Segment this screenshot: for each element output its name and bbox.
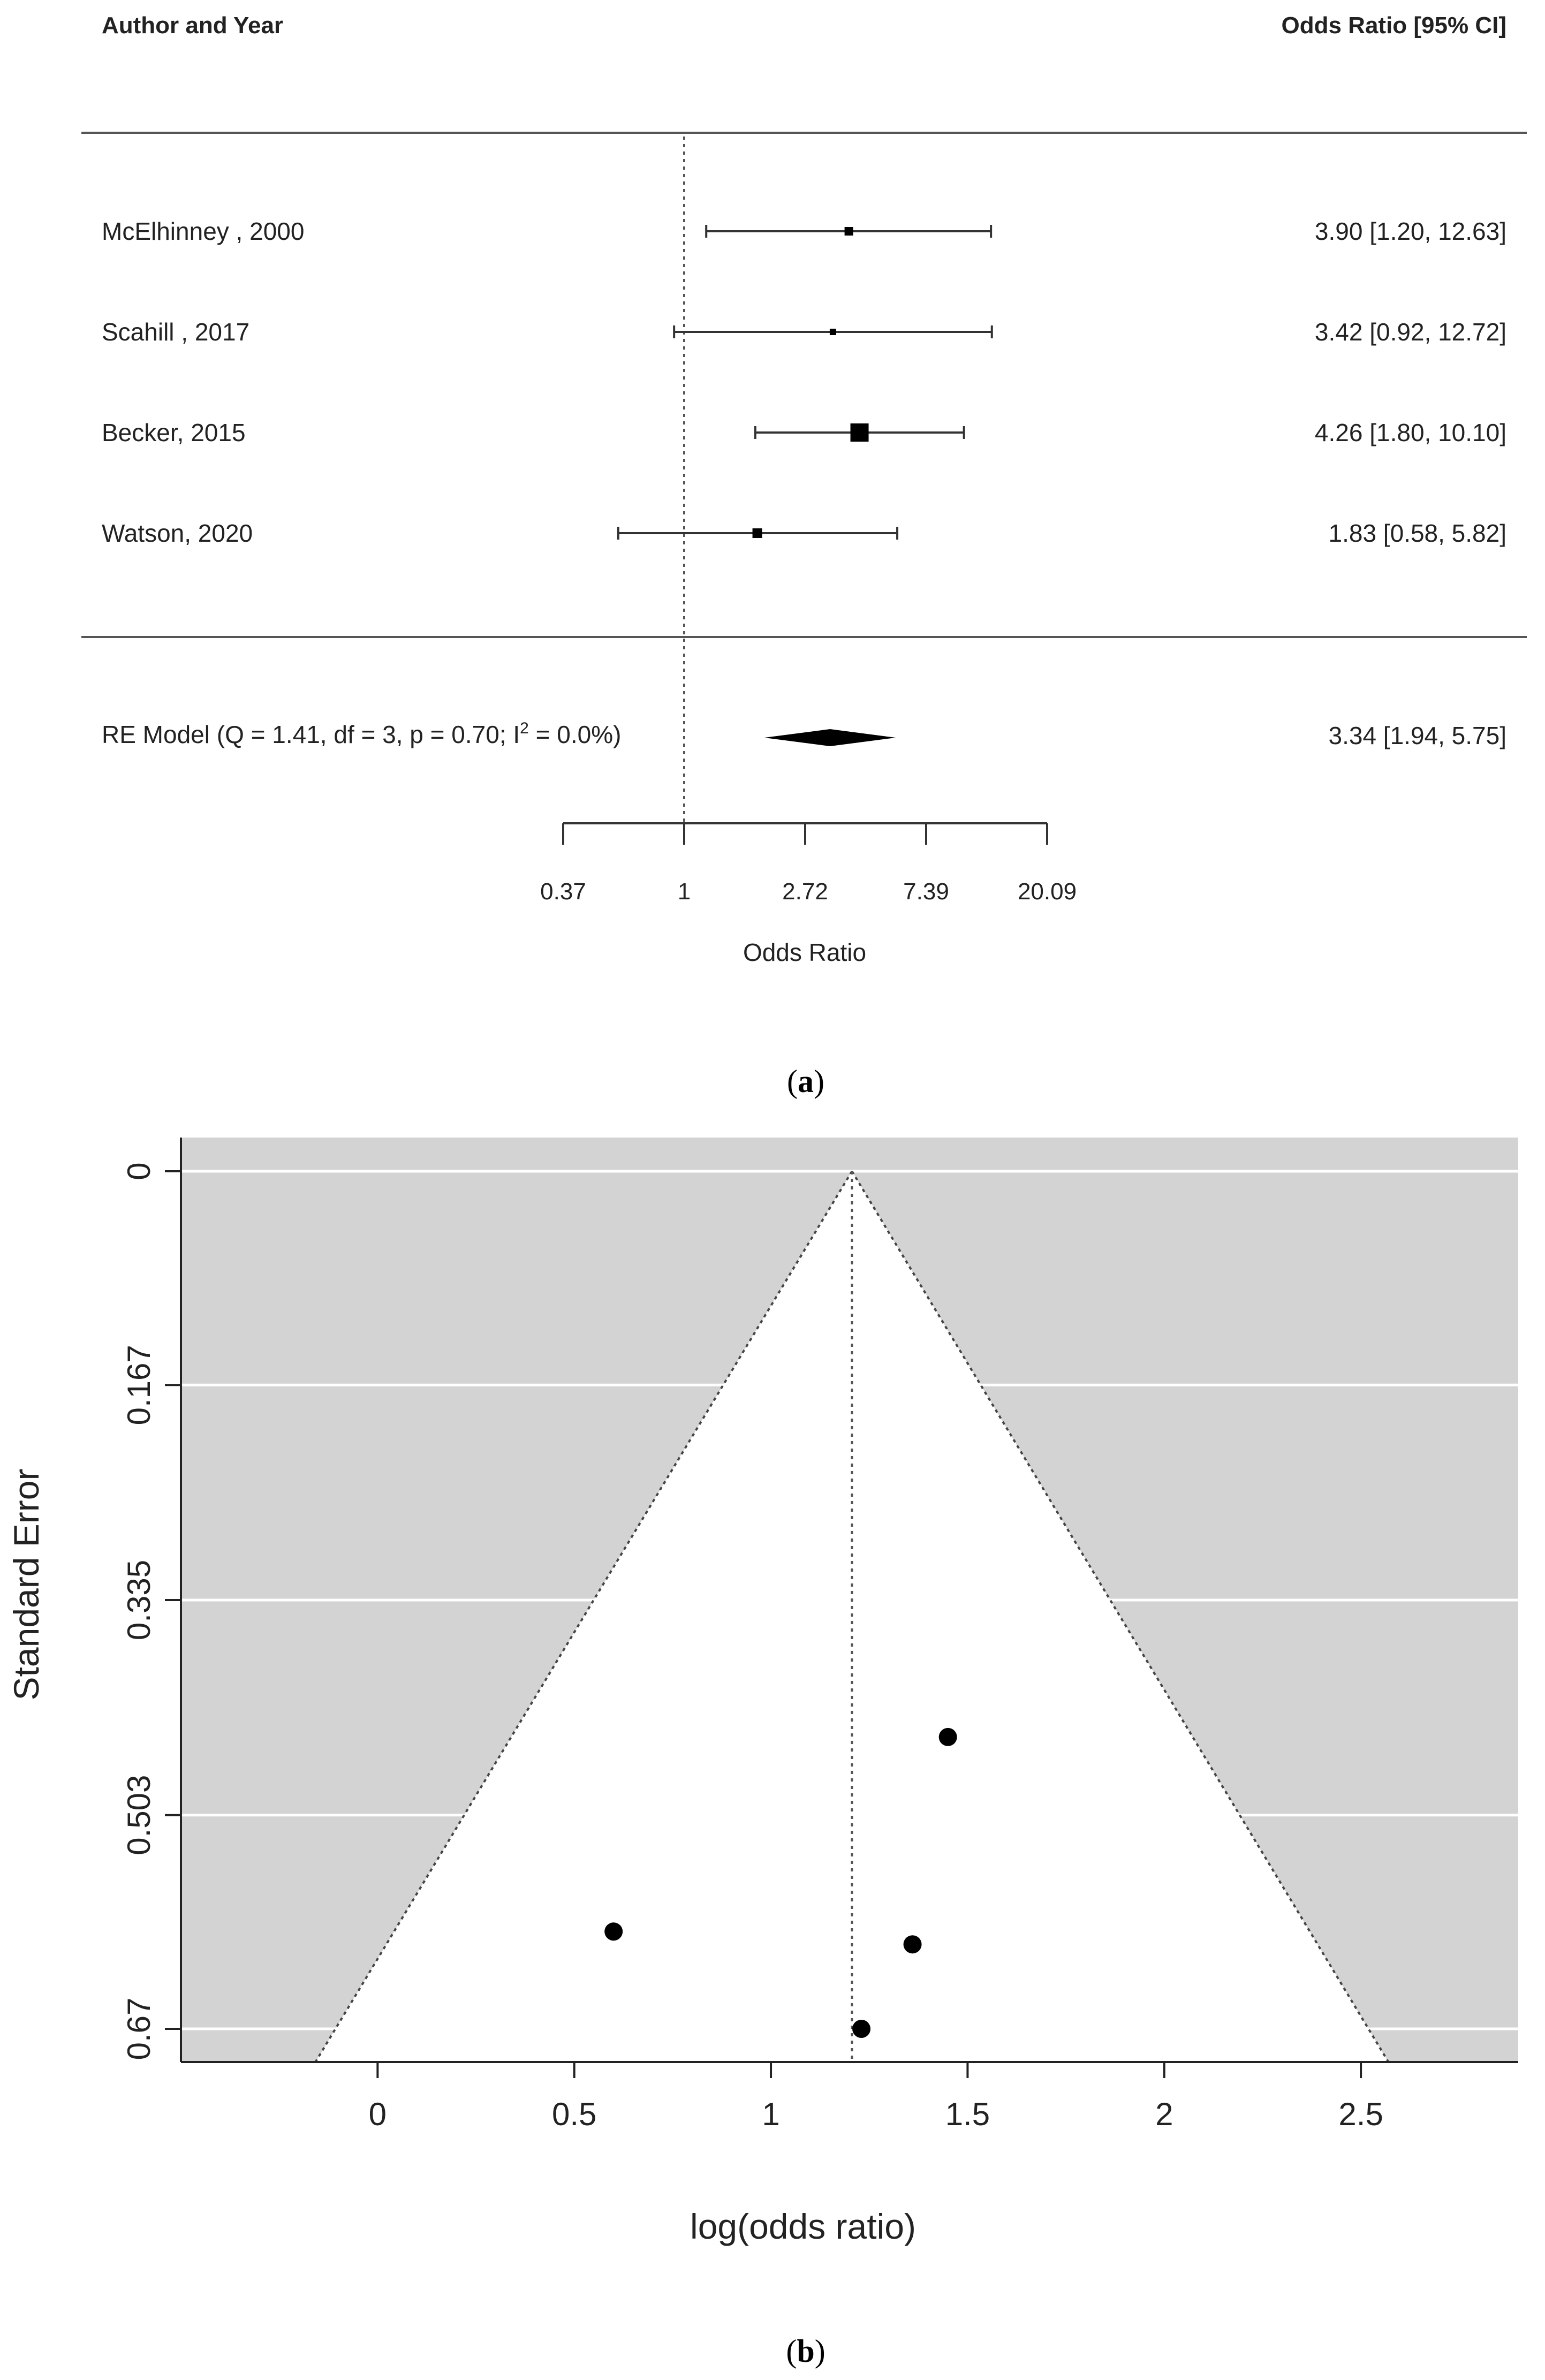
funnel-x-tick-label: 1 xyxy=(762,2096,779,2132)
forest-row: Becker, 2015 4.26 [1.80, 10.10] xyxy=(102,419,1506,446)
effect-square xyxy=(844,227,853,236)
forest-row: McElhinney , 2000 3.90 [1.20, 12.63] xyxy=(102,217,1506,245)
funnel-axes: 0 0.167 0.335 0.503 0.67 0 0.5 1 1.5 2 2.5 xyxy=(121,1138,1518,2132)
funnel-y-tick-label: 0.335 xyxy=(121,1560,157,1640)
study-label: Becker, 2015 xyxy=(102,419,246,446)
forest-tick-label: 1 xyxy=(678,878,691,905)
effect-square xyxy=(829,329,836,335)
funnel-x-label: log(odds ratio) xyxy=(690,2207,916,2246)
study-label: Watson, 2020 xyxy=(102,519,253,547)
forest-rows: McElhinney , 2000 3.90 [1.20, 12.63] Scahi… xyxy=(102,217,1506,547)
panel-caption-b: (b) xyxy=(786,2333,825,2369)
funnel-x-tick-label: 0.5 xyxy=(552,2096,596,2132)
forest-row: Scahill , 2017 3.42 [0.92, 12.72] xyxy=(102,318,1506,346)
funnel-y-tick-label: 0.503 xyxy=(121,1775,157,1855)
summary-label: RE Model (Q = 1.41, df = 3, p = 0.70; I2… xyxy=(102,719,621,748)
study-label: McElhinney , 2000 xyxy=(102,217,304,245)
funnel-y-label: Standard Error xyxy=(6,1469,46,1701)
effect-square xyxy=(752,528,762,538)
funnel-y-tick-label: 0.67 xyxy=(121,1998,157,2060)
funnel-x-tick-label: 0 xyxy=(369,2096,387,2132)
forest-tick-label: 0.37 xyxy=(540,878,586,905)
forest-tick-label: 20.09 xyxy=(1018,878,1077,905)
study-ci-text: 1.83 [0.58, 5.82] xyxy=(1329,519,1507,547)
funnel-plot: 0 0.167 0.335 0.503 0.67 0 0.5 1 1.5 2 2.5 log(odd… xyxy=(6,1138,1518,2369)
study-ci-text: 3.90 [1.20, 12.63] xyxy=(1315,217,1506,245)
funnel-x-tick-label: 2.5 xyxy=(1338,2096,1383,2132)
study-ci-text: 3.42 [0.92, 12.72] xyxy=(1315,318,1506,346)
funnel-x-tick-label: 2 xyxy=(1155,2096,1173,2132)
forest-x-label: Odds Ratio xyxy=(743,938,866,966)
funnel-point xyxy=(604,1922,623,1941)
panel-caption-a: (a) xyxy=(787,1064,824,1099)
funnel-point xyxy=(938,1727,957,1746)
forest-tick-label: 2.72 xyxy=(782,878,828,905)
forest-x-axis: 0.37 1 2.72 7.39 20.09 xyxy=(540,822,1077,905)
funnel-y-tick-label: 0 xyxy=(121,1162,157,1180)
summary-ci-text: 3.34 [1.94, 5.75] xyxy=(1329,722,1507,749)
funnel-x-tick-label: 1.5 xyxy=(945,2096,990,2132)
forest-row: Watson, 2020 1.83 [0.58, 5.82] xyxy=(102,519,1506,547)
forest-tick-label: 7.39 xyxy=(903,878,949,905)
funnel-points xyxy=(604,1727,957,2038)
forest-header-left: Author and Year xyxy=(102,12,283,39)
study-ci-text: 4.26 [1.80, 10.10] xyxy=(1315,419,1506,446)
funnel-point xyxy=(852,2020,871,2038)
forest-plot: Author and Year Odds Ratio [95% CI] McEl… xyxy=(81,12,1527,1099)
funnel-y-tick-label: 0.167 xyxy=(121,1345,157,1425)
forest-header-right: Odds Ratio [95% CI] xyxy=(1282,12,1507,39)
funnel-point xyxy=(903,1935,922,1954)
study-label: Scahill , 2017 xyxy=(102,318,249,346)
effect-square xyxy=(850,423,869,442)
summary-diamond xyxy=(764,729,896,746)
